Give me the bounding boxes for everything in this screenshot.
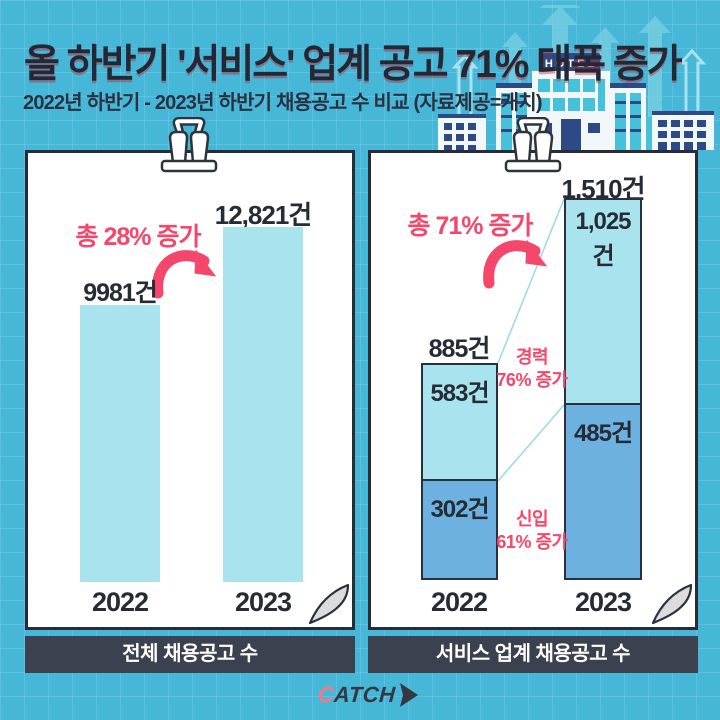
city-illustration: HOTEL xyxy=(438,5,714,150)
value-2022-total: 9981건 xyxy=(83,279,158,307)
catch-logo-rest: ATCH xyxy=(333,682,397,707)
increase-badge-right: 총 71% 증가 xyxy=(407,212,534,240)
axis-year-2023: 2023 xyxy=(234,587,292,617)
label-2022-experienced: 583건 xyxy=(430,380,489,407)
label-2022-newcomer: 302건 xyxy=(430,496,489,523)
note-experienced-line2: 76% 증가 xyxy=(496,369,568,390)
axis-year-2022: 2022 xyxy=(91,587,149,617)
page-curl-icon xyxy=(651,583,693,625)
page-title: 올 하반기 '서비스' 업계 공고 71% 대폭 증가 xyxy=(24,43,683,86)
building-left-icon xyxy=(438,114,486,150)
bar-2022-total xyxy=(80,305,160,582)
increase-arrow-right xyxy=(483,239,548,289)
caption-total-postings: 전체 채용공고 수 xyxy=(25,636,355,673)
bar-2023-experienced: 1,025건 xyxy=(564,198,642,405)
panel-total-postings: 총 28% 증가 12,821건 9981건 2022 2023 xyxy=(25,150,355,630)
bar-2023-newcomer: 485건 xyxy=(564,405,642,580)
segment-connector-lines xyxy=(497,198,565,482)
hotel-right-tower-icon xyxy=(610,83,646,150)
axis-year-2023-service: 2023 xyxy=(574,587,632,617)
building-right-icon xyxy=(646,111,714,150)
bar-2022-experienced: 583건 xyxy=(421,363,498,481)
growth-arrows-outline-icon xyxy=(451,48,707,147)
page-subtitle: 2022년 하반기 - 2023년 하반기 채용공고 수 비교 (자료제공=캐치… xyxy=(23,92,543,114)
hotel-sign-label: HOTEL xyxy=(545,58,597,70)
bar-2022-newcomer: 302건 xyxy=(421,481,498,580)
binder-clip-left-icon xyxy=(160,117,218,173)
page-curl-icon xyxy=(308,583,350,625)
caption-service-postings: 서비스 업계 채용공고 수 xyxy=(368,636,698,673)
note-newcomer: 신입 61% 증가 xyxy=(486,508,578,553)
value-2023-total: 12,821건 xyxy=(214,200,312,230)
panel-service-postings: 1,510건 총 71% 증가 885건 583건 302건 1,025건 48… xyxy=(368,150,698,630)
note-experienced-line1: 경력 xyxy=(515,347,549,367)
increase-arrow-left xyxy=(152,249,217,299)
catch-logo: C ATCH xyxy=(317,681,438,709)
axis-year-2022-service: 2022 xyxy=(430,587,488,617)
bar-2023-total xyxy=(223,227,303,582)
increase-badge-left: 총 28% 증가 xyxy=(75,223,202,251)
logo-arrow-icon xyxy=(399,683,418,707)
binder-clip-right-icon xyxy=(504,117,562,173)
note-newcomer-line2: 61% 증가 xyxy=(496,531,568,552)
label-2023-newcomer: 485건 xyxy=(573,420,633,447)
note-experienced: 경력 76% 증가 xyxy=(486,346,578,391)
value-2022-service-total: 885건 xyxy=(428,335,491,363)
note-newcomer-line1: 신입 xyxy=(515,509,549,529)
label-2023-experienced: 1,025건 xyxy=(575,208,631,270)
